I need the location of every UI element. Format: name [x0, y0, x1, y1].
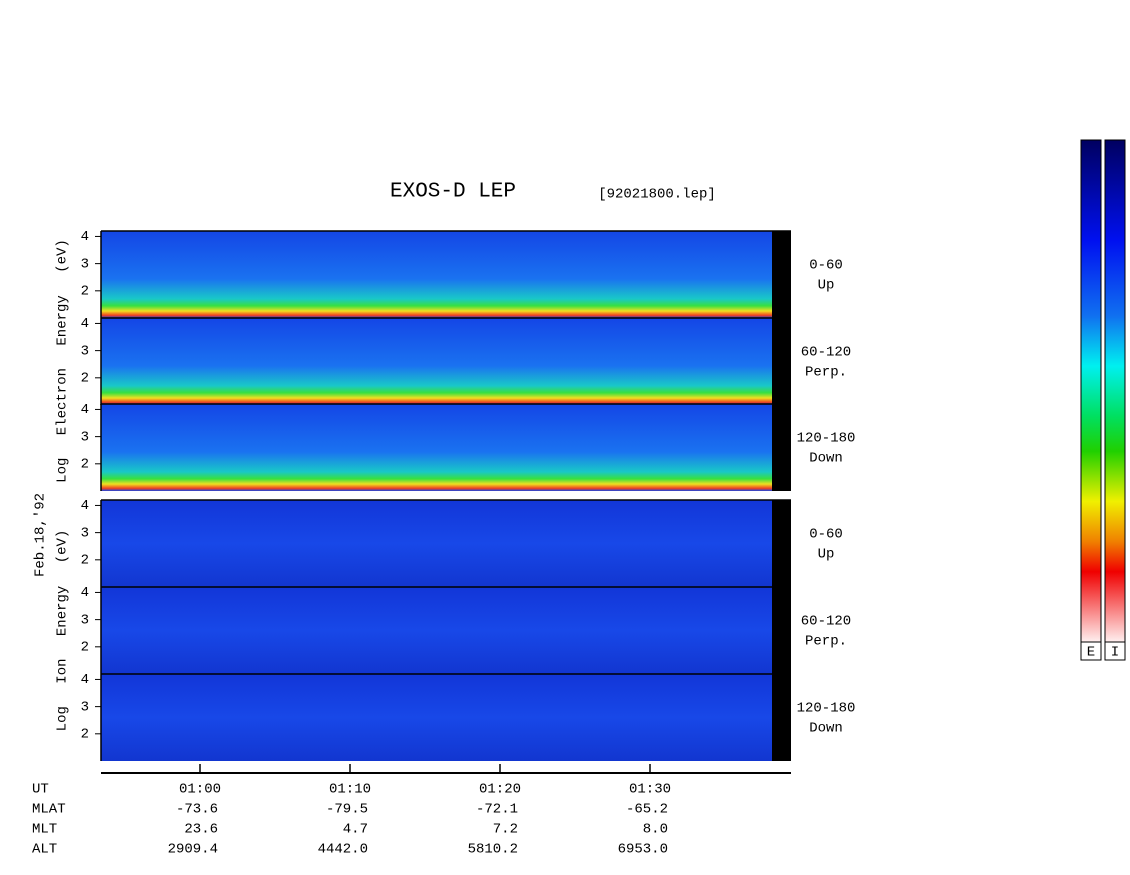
y-tick-label: 2: [81, 284, 89, 300]
colorbar-label: I: [1111, 645, 1119, 661]
ephemeris-value: 4442.0: [318, 842, 368, 858]
spectrogram-panel: [101, 674, 772, 761]
no-data-strip: [772, 318, 791, 405]
y-tick-label: 3: [81, 343, 89, 359]
y-tick-label: 4: [81, 402, 89, 418]
x-tick-label: 01:30: [629, 782, 671, 798]
y-tick-label: 2: [81, 553, 89, 569]
ephemeris-name: UT: [32, 782, 49, 798]
y-axis-label: Log Ion Energy (eV): [55, 530, 71, 732]
panel-angle: 60-120: [801, 345, 851, 361]
spectrogram-panel: [101, 500, 772, 587]
spectrogram-panel: [101, 231, 772, 318]
colorbar: [1080, 139, 1102, 643]
ephemeris-name: MLT: [32, 822, 57, 838]
no-data-strip: [772, 404, 791, 491]
colorbar-label-box: [1104, 641, 1126, 661]
panel-angle: 60-120: [801, 614, 851, 630]
y-axis-label: Log Electron Energy (eV): [55, 239, 71, 483]
ephemeris-name: MLAT: [32, 802, 66, 818]
panel-direction: Up: [818, 278, 835, 294]
panel-angle: 0-60: [809, 258, 843, 274]
y-tick-label: 3: [81, 525, 89, 541]
ephemeris-value: 8.0: [643, 822, 668, 838]
ephemeris-value: 2909.4: [168, 842, 218, 858]
spectrogram-panel: [101, 587, 772, 674]
colorbar: [1104, 139, 1126, 643]
no-data-strip: [772, 500, 791, 587]
spectrogram-panel: [101, 404, 772, 491]
y-tick-label: 2: [81, 727, 89, 743]
ephemeris-value: -65.2: [626, 802, 668, 818]
panel-angle: 120-180: [797, 701, 856, 717]
panel-angle: 120-180: [797, 431, 856, 447]
ephemeris-value: 7.2: [493, 822, 518, 838]
file-name: [92021800.lep]: [598, 187, 716, 203]
y-tick-label: 4: [81, 672, 89, 688]
colorbar-label: E: [1087, 645, 1095, 661]
ephemeris-value: -79.5: [326, 802, 368, 818]
ephemeris-value: 5810.2: [468, 842, 518, 858]
x-tick-label: 01:20: [479, 782, 521, 798]
date: Feb.18,'92: [33, 493, 49, 577]
y-tick-label: 3: [81, 256, 89, 272]
y-tick-label: 3: [81, 699, 89, 715]
ephemeris-value: 4.7: [343, 822, 368, 838]
ephemeris-value: 23.6: [184, 822, 218, 838]
y-tick-label: 2: [81, 457, 89, 473]
y-tick-label: 4: [81, 229, 89, 245]
panel-angle: 0-60: [809, 527, 843, 543]
y-tick-label: 3: [81, 429, 89, 445]
title: EXOS-D LEP: [390, 181, 516, 204]
panel-direction: Down: [809, 721, 843, 737]
y-tick-label: 2: [81, 640, 89, 656]
colorbar-label-box: [1080, 641, 1102, 661]
panel-direction: Up: [818, 547, 835, 563]
panel-direction: Perp.: [805, 634, 847, 650]
y-tick-label: 4: [81, 498, 89, 514]
y-tick-label: 4: [81, 316, 89, 332]
y-tick-label: 4: [81, 585, 89, 601]
y-tick-label: 3: [81, 612, 89, 628]
panel-direction: Perp.: [805, 365, 847, 381]
no-data-strip: [772, 587, 791, 674]
no-data-strip: [772, 674, 791, 761]
spectrogram-panel: [101, 318, 772, 405]
panel-direction: Down: [809, 451, 843, 467]
y-tick-label: 2: [81, 371, 89, 387]
ephemeris-value: -72.1: [476, 802, 518, 818]
ephemeris-name: ALT: [32, 842, 57, 858]
x-tick-label: 01:00: [179, 782, 221, 798]
ephemeris-value: 6953.0: [618, 842, 668, 858]
x-tick-label: 01:10: [329, 782, 371, 798]
no-data-strip: [772, 231, 791, 318]
ephemeris-value: -73.6: [176, 802, 218, 818]
